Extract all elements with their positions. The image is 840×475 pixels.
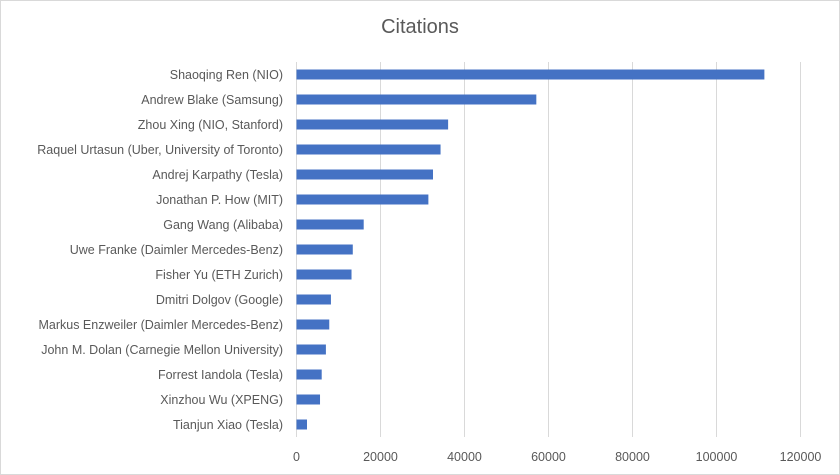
bar xyxy=(296,344,326,355)
x-tick-label: 20000 xyxy=(363,450,398,464)
x-tick-label: 40000 xyxy=(447,450,482,464)
bar xyxy=(296,219,364,230)
category-label: Dmitri Dolgov (Google) xyxy=(156,293,283,307)
x-tick-label: 60000 xyxy=(531,450,566,464)
category-label: Jonathan P. How (MIT) xyxy=(156,193,283,207)
category-label: Markus Enzweiler (Daimler Mercedes-Benz) xyxy=(38,318,283,332)
bar xyxy=(296,319,330,330)
x-tick-label: 120000 xyxy=(780,450,822,464)
bar xyxy=(296,269,352,280)
bar xyxy=(296,244,353,255)
category-label: John M. Dolan (Carnegie Mellon Universit… xyxy=(41,343,283,357)
bar xyxy=(296,394,321,405)
bar xyxy=(296,294,331,305)
bar xyxy=(296,369,322,380)
chart-title: Citations xyxy=(381,16,459,38)
category-label: Tianjun Xiao (Tesla) xyxy=(173,418,283,432)
bar xyxy=(296,194,429,205)
category-label: Uwe Franke (Daimler Mercedes-Benz) xyxy=(70,243,283,257)
category-label: Andrej Karpathy (Tesla) xyxy=(152,168,283,182)
category-label: Zhou Xing (NIO, Stanford) xyxy=(138,118,283,132)
x-tick-label: 100000 xyxy=(696,450,738,464)
category-label: Forrest Iandola (Tesla) xyxy=(158,368,283,382)
category-label: Shaoqing Ren (NIO) xyxy=(170,68,283,82)
x-tick-label: 80000 xyxy=(615,450,650,464)
bar xyxy=(296,169,433,180)
bar xyxy=(296,69,765,80)
category-label: Xinzhou Wu (XPENG) xyxy=(160,393,283,407)
bar xyxy=(296,94,537,105)
category-label: Andrew Blake (Samsung) xyxy=(141,93,283,107)
category-label: Raquel Urtasun (Uber, University of Toro… xyxy=(37,143,283,157)
bar xyxy=(296,419,307,430)
category-label: Gang Wang (Alibaba) xyxy=(163,218,283,232)
x-tick-label: 0 xyxy=(293,450,300,464)
category-label: Fisher Yu (ETH Zurich) xyxy=(155,268,283,282)
bar xyxy=(296,119,449,130)
bar xyxy=(296,144,441,155)
